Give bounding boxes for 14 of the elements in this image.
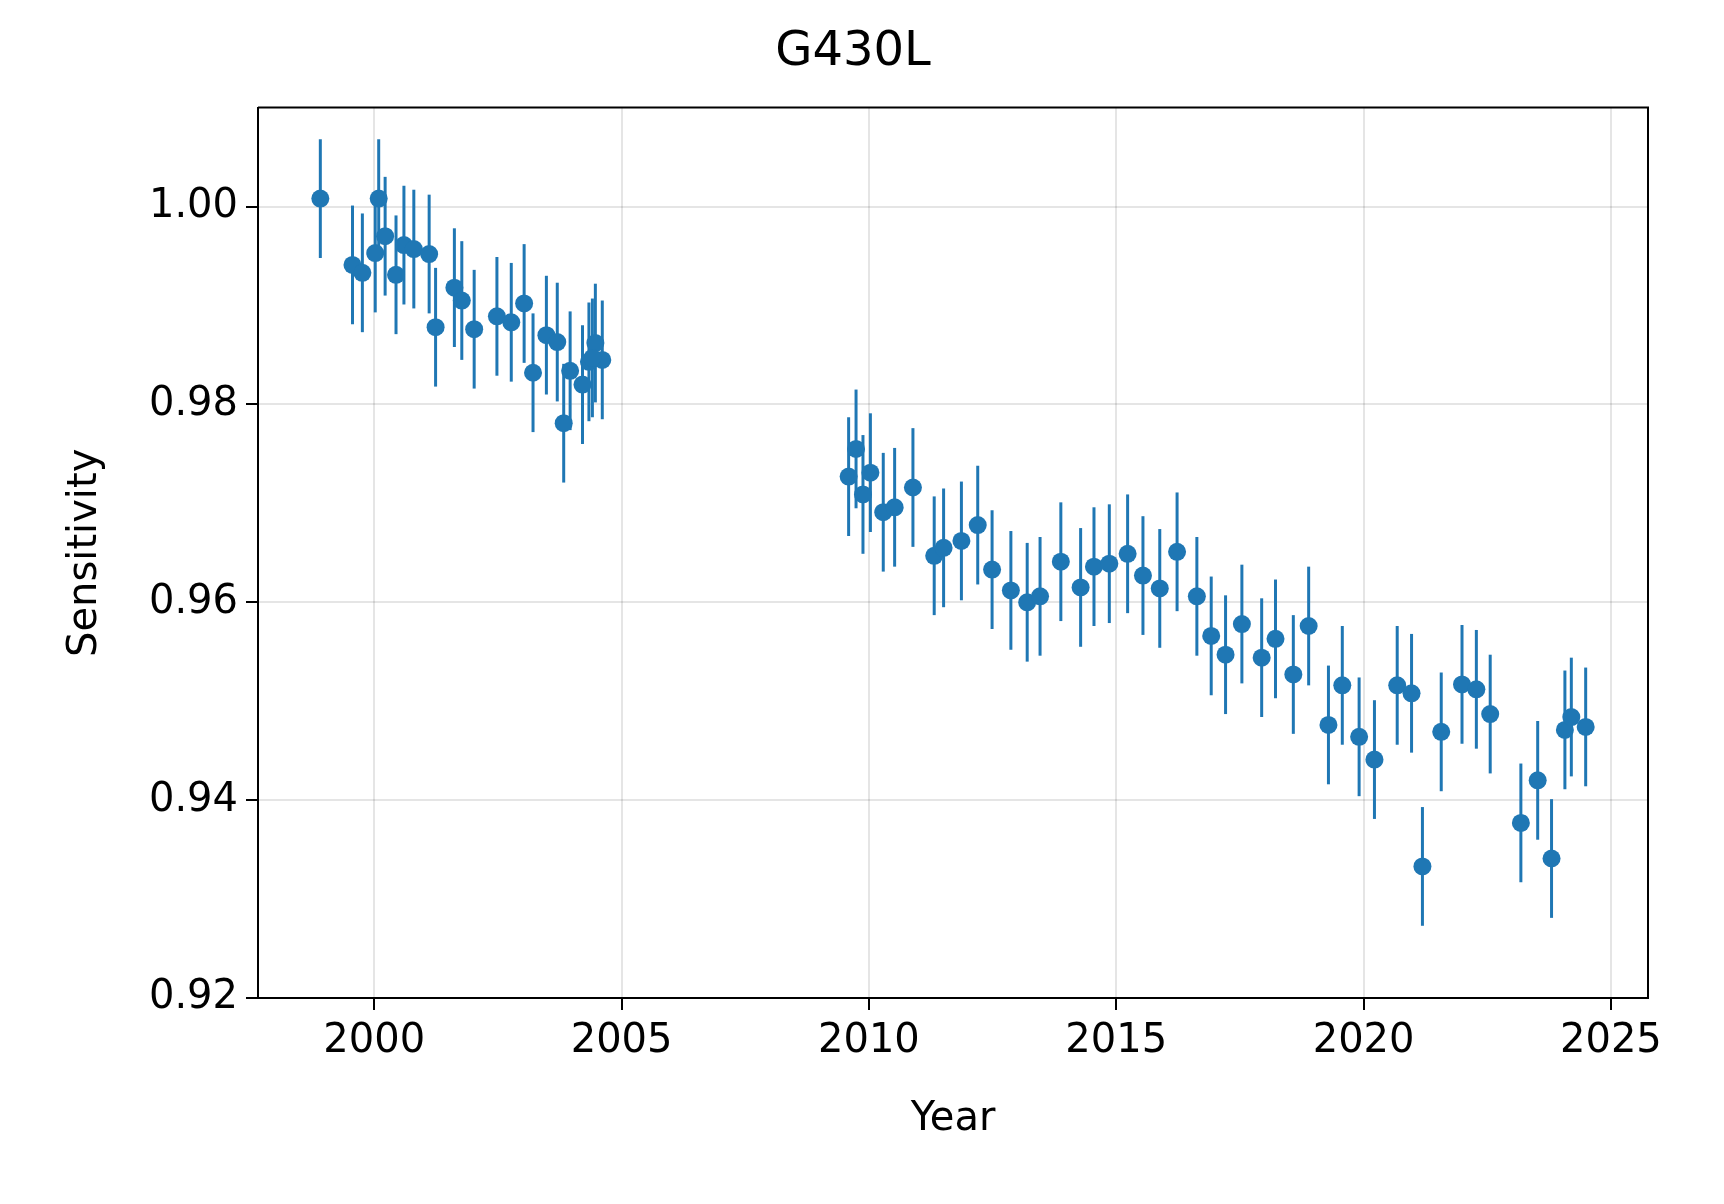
x-tick-label: 2020 <box>1312 1015 1415 1062</box>
y-tick-label: 0.96 <box>148 575 238 622</box>
y-tick-label: 0.94 <box>148 773 238 820</box>
x-tick-label: 2005 <box>570 1015 673 1062</box>
y-tick-label: 0.92 <box>148 971 238 1018</box>
y-axis-title: Sensitivity <box>59 448 106 657</box>
y-tick-label: 1.00 <box>148 179 238 226</box>
x-tick-label: 2025 <box>1560 1015 1662 1062</box>
x-tick-label: 2015 <box>1065 1015 1168 1062</box>
x-axis-title: Year <box>909 1093 996 1140</box>
y-tick-label: 0.98 <box>148 377 238 424</box>
chart-title: G430L <box>775 20 932 77</box>
x-tick-label: 2010 <box>818 1015 920 1062</box>
x-tick-label: 2000 <box>323 1015 426 1062</box>
